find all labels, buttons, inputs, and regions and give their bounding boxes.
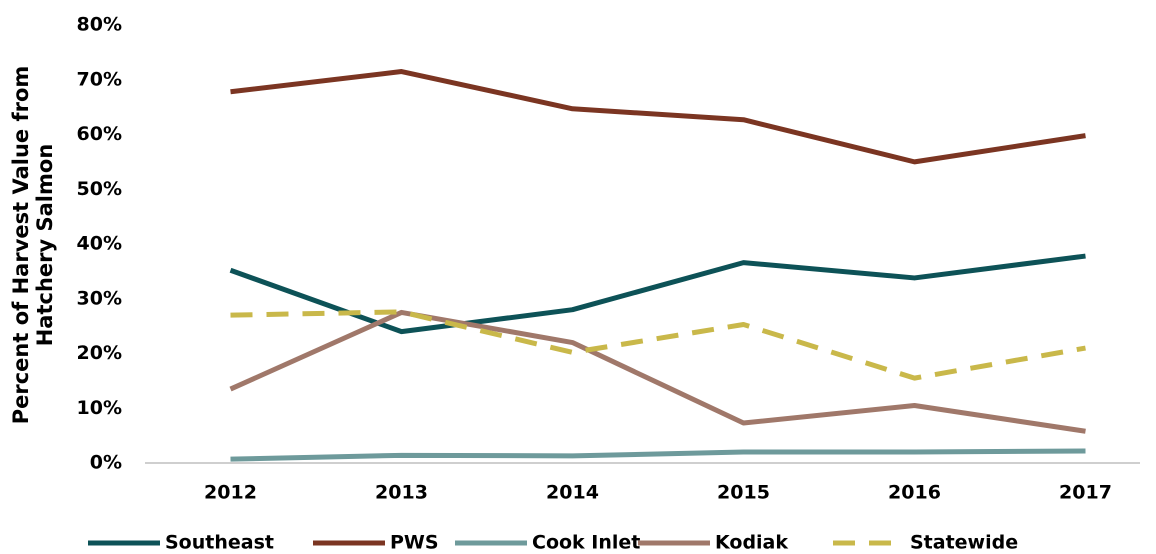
series-line xyxy=(229,253,1086,335)
legend-label: Statewide xyxy=(910,532,1018,554)
x-tick-label: 2016 xyxy=(888,482,941,504)
y-tick-label: 20% xyxy=(77,342,122,364)
legend-label: Southeast xyxy=(165,532,274,554)
x-tick-label: 2013 xyxy=(375,482,428,504)
y-tick-label: 60% xyxy=(77,123,122,145)
series-line xyxy=(229,309,1086,434)
legend-label: Kodiak xyxy=(715,532,788,554)
x-tick-label: 2014 xyxy=(546,482,599,504)
y-tick-label: 70% xyxy=(77,68,122,90)
y-tick-label: 80% xyxy=(77,14,122,36)
x-tick-label: 2012 xyxy=(204,482,257,504)
y-tick-label: 30% xyxy=(77,287,122,309)
series-line xyxy=(230,69,1086,165)
y-tick-label: 50% xyxy=(77,178,122,200)
y-tick-label: 10% xyxy=(77,397,122,419)
series-line xyxy=(230,448,1086,462)
y-tick-label: 0% xyxy=(90,452,122,474)
x-tick-label: 2015 xyxy=(717,482,770,504)
y-axis-label: Hatchery Salmon xyxy=(33,144,57,347)
y-axis-label: Percent of Harvest Value from xyxy=(9,66,33,425)
x-tick-label: 2017 xyxy=(1059,482,1112,504)
legend-label: PWS xyxy=(390,532,439,554)
y-tick-label: 40% xyxy=(77,233,122,255)
series-line xyxy=(230,309,1086,381)
legend-label: Cook Inlet xyxy=(532,532,640,554)
